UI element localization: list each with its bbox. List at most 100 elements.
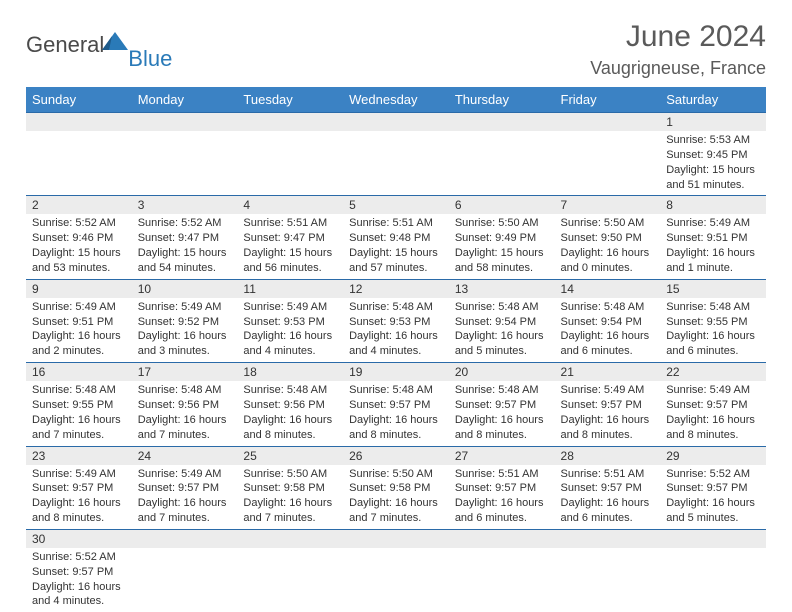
info-cell: Sunrise: 5:51 AMSunset: 9:57 PMDaylight:… <box>449 465 555 530</box>
info-cell <box>660 548 766 612</box>
info-cell: Sunrise: 5:48 AMSunset: 9:53 PMDaylight:… <box>343 298 449 363</box>
date-cell: 2 <box>26 196 132 215</box>
title-block: June 2024 Vaugrigneuse, France <box>590 20 766 79</box>
info-cell: Sunrise: 5:48 AMSunset: 9:56 PMDaylight:… <box>132 381 238 446</box>
date-cell: 24 <box>132 446 238 465</box>
logo-text-sub: Blue <box>128 46 172 72</box>
day-header: Wednesday <box>343 87 449 113</box>
date-cell: 12 <box>343 279 449 298</box>
info-cell: Sunrise: 5:51 AMSunset: 9:57 PMDaylight:… <box>555 465 661 530</box>
calendar-table: Sunday Monday Tuesday Wednesday Thursday… <box>26 87 766 612</box>
date-cell: 9 <box>26 279 132 298</box>
logo-text-main: General <box>26 32 104 58</box>
info-row: Sunrise: 5:49 AMSunset: 9:51 PMDaylight:… <box>26 298 766 363</box>
info-cell: Sunrise: 5:49 AMSunset: 9:51 PMDaylight:… <box>660 214 766 279</box>
date-cell <box>343 113 449 132</box>
date-cell: 13 <box>449 279 555 298</box>
date-cell <box>660 529 766 548</box>
day-header: Tuesday <box>237 87 343 113</box>
info-cell <box>555 548 661 612</box>
date-cell: 23 <box>26 446 132 465</box>
info-cell: Sunrise: 5:49 AMSunset: 9:57 PMDaylight:… <box>555 381 661 446</box>
date-cell: 27 <box>449 446 555 465</box>
info-cell <box>555 131 661 196</box>
date-cell <box>237 113 343 132</box>
date-cell: 8 <box>660 196 766 215</box>
date-cell <box>26 113 132 132</box>
date-cell: 10 <box>132 279 238 298</box>
month-title: June 2024 <box>590 20 766 54</box>
date-cell: 1 <box>660 113 766 132</box>
date-cell: 21 <box>555 363 661 382</box>
info-cell: Sunrise: 5:51 AMSunset: 9:47 PMDaylight:… <box>237 214 343 279</box>
header: General Blue June 2024 Vaugrigneuse, Fra… <box>26 20 766 79</box>
info-row: Sunrise: 5:52 AMSunset: 9:57 PMDaylight:… <box>26 548 766 612</box>
info-cell: Sunrise: 5:49 AMSunset: 9:57 PMDaylight:… <box>26 465 132 530</box>
date-cell: 30 <box>26 529 132 548</box>
date-cell: 28 <box>555 446 661 465</box>
info-cell: Sunrise: 5:51 AMSunset: 9:48 PMDaylight:… <box>343 214 449 279</box>
info-cell: Sunrise: 5:49 AMSunset: 9:52 PMDaylight:… <box>132 298 238 363</box>
date-cell: 6 <box>449 196 555 215</box>
info-cell: Sunrise: 5:49 AMSunset: 9:51 PMDaylight:… <box>26 298 132 363</box>
day-header-row: Sunday Monday Tuesday Wednesday Thursday… <box>26 87 766 113</box>
location: Vaugrigneuse, France <box>590 58 766 79</box>
info-cell <box>449 548 555 612</box>
date-cell: 29 <box>660 446 766 465</box>
info-cell: Sunrise: 5:50 AMSunset: 9:49 PMDaylight:… <box>449 214 555 279</box>
info-cell <box>449 131 555 196</box>
info-row: Sunrise: 5:52 AMSunset: 9:46 PMDaylight:… <box>26 214 766 279</box>
day-header: Monday <box>132 87 238 113</box>
info-cell: Sunrise: 5:53 AMSunset: 9:45 PMDaylight:… <box>660 131 766 196</box>
date-cell <box>343 529 449 548</box>
info-cell: Sunrise: 5:48 AMSunset: 9:54 PMDaylight:… <box>449 298 555 363</box>
date-cell: 15 <box>660 279 766 298</box>
info-cell <box>26 131 132 196</box>
date-cell: 7 <box>555 196 661 215</box>
triangle-icon <box>102 32 128 55</box>
date-cell: 25 <box>237 446 343 465</box>
info-cell: Sunrise: 5:52 AMSunset: 9:46 PMDaylight:… <box>26 214 132 279</box>
info-cell <box>343 131 449 196</box>
day-header: Thursday <box>449 87 555 113</box>
date-cell: 19 <box>343 363 449 382</box>
info-row: Sunrise: 5:49 AMSunset: 9:57 PMDaylight:… <box>26 465 766 530</box>
info-cell: Sunrise: 5:49 AMSunset: 9:57 PMDaylight:… <box>660 381 766 446</box>
date-row: 2345678 <box>26 196 766 215</box>
info-cell: Sunrise: 5:48 AMSunset: 9:55 PMDaylight:… <box>660 298 766 363</box>
date-row: 1 <box>26 113 766 132</box>
date-cell: 16 <box>26 363 132 382</box>
date-cell <box>555 529 661 548</box>
date-cell: 5 <box>343 196 449 215</box>
date-cell <box>449 529 555 548</box>
date-cell: 11 <box>237 279 343 298</box>
info-cell: Sunrise: 5:49 AMSunset: 9:53 PMDaylight:… <box>237 298 343 363</box>
info-cell <box>132 548 238 612</box>
info-cell: Sunrise: 5:50 AMSunset: 9:50 PMDaylight:… <box>555 214 661 279</box>
date-cell <box>449 113 555 132</box>
date-cell: 17 <box>132 363 238 382</box>
date-cell: 26 <box>343 446 449 465</box>
info-cell: Sunrise: 5:48 AMSunset: 9:57 PMDaylight:… <box>449 381 555 446</box>
day-header: Friday <box>555 87 661 113</box>
date-cell <box>555 113 661 132</box>
info-cell: Sunrise: 5:52 AMSunset: 9:47 PMDaylight:… <box>132 214 238 279</box>
info-cell <box>132 131 238 196</box>
info-cell: Sunrise: 5:50 AMSunset: 9:58 PMDaylight:… <box>343 465 449 530</box>
info-row: Sunrise: 5:53 AMSunset: 9:45 PMDaylight:… <box>26 131 766 196</box>
info-cell: Sunrise: 5:48 AMSunset: 9:54 PMDaylight:… <box>555 298 661 363</box>
date-cell: 22 <box>660 363 766 382</box>
logo: General Blue <box>26 20 178 58</box>
date-cell: 3 <box>132 196 238 215</box>
info-cell <box>343 548 449 612</box>
date-row: 23242526272829 <box>26 446 766 465</box>
info-cell: Sunrise: 5:48 AMSunset: 9:57 PMDaylight:… <box>343 381 449 446</box>
day-header: Sunday <box>26 87 132 113</box>
date-cell: 20 <box>449 363 555 382</box>
info-cell: Sunrise: 5:52 AMSunset: 9:57 PMDaylight:… <box>26 548 132 612</box>
info-cell <box>237 131 343 196</box>
date-cell: 4 <box>237 196 343 215</box>
date-cell <box>237 529 343 548</box>
info-row: Sunrise: 5:48 AMSunset: 9:55 PMDaylight:… <box>26 381 766 446</box>
date-row: 16171819202122 <box>26 363 766 382</box>
